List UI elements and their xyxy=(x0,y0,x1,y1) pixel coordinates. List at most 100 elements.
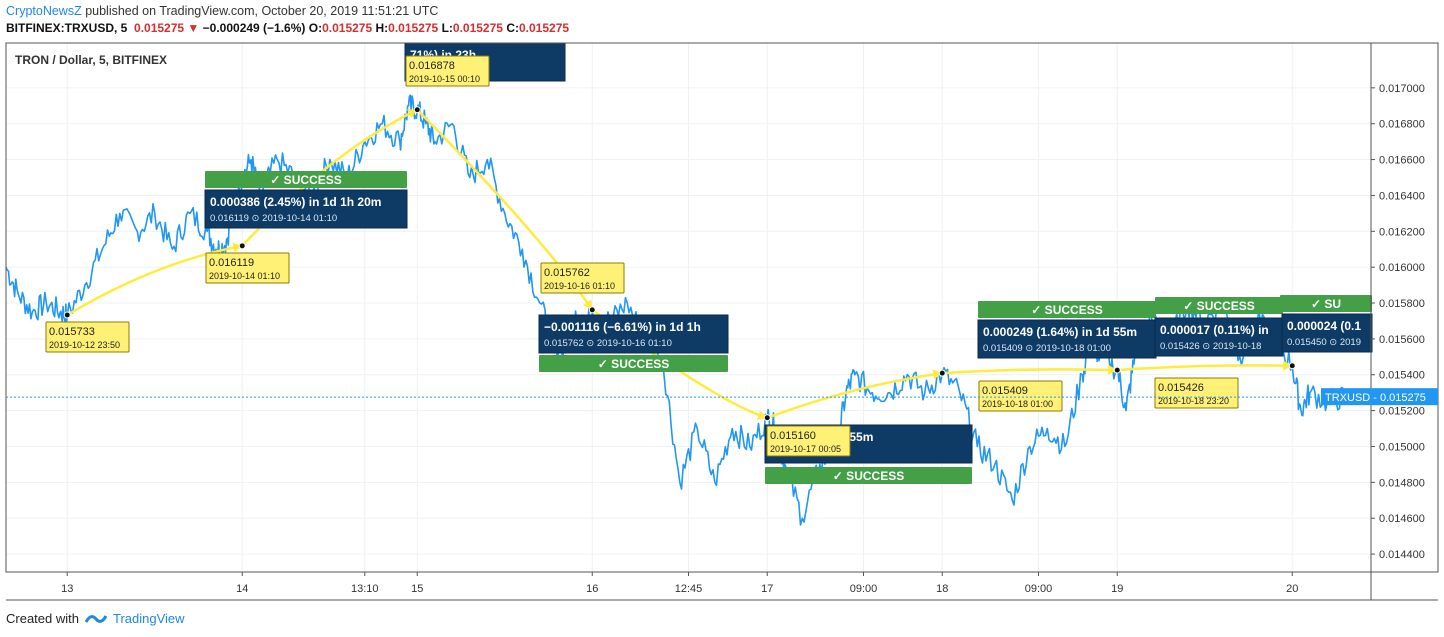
success-badge xyxy=(1280,295,1372,312)
forecast-arrows xyxy=(66,108,1293,421)
x-tick-label: 19 xyxy=(1111,583,1123,595)
x-tick-label: 20 xyxy=(1286,583,1298,595)
x-tick-label: 13:10 xyxy=(351,583,379,595)
x-tick-label: 12:45 xyxy=(675,583,703,595)
forecast-detail: 0.016119 ⊙ 2019-10-14 01:10 xyxy=(210,213,337,224)
price-label-value: 0.016119 xyxy=(209,257,254,269)
success-badge xyxy=(1155,297,1283,314)
y-tick-label: 0.015200 xyxy=(1379,406,1425,418)
success-badge xyxy=(539,355,728,372)
success-badge xyxy=(205,171,407,188)
tradingview-logo-icon xyxy=(84,614,107,623)
price-label-time: 2019-10-17 00:05 xyxy=(770,444,841,454)
success-badge-label: ✓ SUCCESS xyxy=(833,469,904,483)
price-label-value: 0.015160 xyxy=(770,430,816,442)
forecast-detail: 0.015409 ⊙ 2019-10-18 01:00 xyxy=(983,343,1111,354)
price-label-value: 0.015426 xyxy=(1158,382,1204,394)
y-tick-label: 0.017000 xyxy=(1379,83,1425,95)
forecast-point xyxy=(1113,366,1121,374)
x-tick-label: 14 xyxy=(236,583,248,595)
forecast-change: 0.000024 (0.1 xyxy=(1287,319,1361,333)
close-value: 0.015275 xyxy=(518,21,570,35)
price-label-time: 2019-10-14 01:10 xyxy=(209,271,280,281)
arrow-head xyxy=(1283,360,1293,371)
y-tick-label: 0.016600 xyxy=(1379,155,1425,167)
x-tick-label: 13 xyxy=(61,583,73,595)
last-price: 0.015275 xyxy=(134,21,185,35)
price-label-box xyxy=(540,262,625,294)
price-label-box xyxy=(405,55,490,87)
x-tick-label: 16 xyxy=(586,583,598,595)
y-tick-label: 0.016400 xyxy=(1379,190,1425,202)
y-tick-label: 0.014800 xyxy=(1379,477,1425,489)
forecast-point xyxy=(763,414,771,422)
y-tick-label: 0.016800 xyxy=(1379,119,1425,131)
forecast-point xyxy=(938,369,946,377)
y-tick-label: 0.015400 xyxy=(1379,370,1425,382)
price-label-value: 0.015762 xyxy=(544,267,590,279)
high-label: H: xyxy=(375,21,389,35)
symbol-label: BITFINEX:TRXUSD, 5 xyxy=(6,21,128,35)
forecast-point xyxy=(63,311,71,319)
forecast-box xyxy=(1154,317,1284,357)
price-label-time: 2019-10-16 01:10 xyxy=(544,281,615,291)
success-badge xyxy=(978,301,1156,318)
price-label-time: 2019-10-15 00:10 xyxy=(409,74,480,84)
y-tick-label: 0.015000 xyxy=(1379,441,1425,453)
forecast-arrow xyxy=(942,368,1118,375)
high-value: 0.015275 xyxy=(388,21,439,35)
price-label-box xyxy=(45,321,130,353)
y-tick-label: 0.015600 xyxy=(1379,334,1425,346)
forecast-point xyxy=(1288,362,1296,370)
price-label-box xyxy=(978,380,1063,412)
ohlc-header: BITFINEX:TRXUSD, 5 0.015275 ▼ −0.000249 … xyxy=(6,21,569,35)
price-label-value: 0.016878 xyxy=(409,60,455,72)
price-label-time: 2019-10-12 23:50 xyxy=(49,340,120,350)
y-tick-label: 0.014400 xyxy=(1379,549,1425,561)
down-arrow-icon: ▼ xyxy=(187,21,200,35)
forecast-box xyxy=(977,319,1157,359)
success-badge-label: ✓ SU xyxy=(1311,297,1341,311)
forecast-detail: 0.015426 ⊙ 2019-10-18 xyxy=(1160,341,1261,352)
forecast-change: −0.001116 (−6.61%) in 1d 1h xyxy=(544,320,701,334)
close-label: C: xyxy=(506,21,519,35)
forecast-arrow xyxy=(766,371,943,419)
price-label-value: 0.015409 xyxy=(982,385,1028,397)
forecast-box xyxy=(1281,313,1373,353)
price-label-box xyxy=(205,252,290,284)
publish-header: CryptoNewsZ published on TradingView.com… xyxy=(6,4,438,18)
forecast-box xyxy=(204,189,408,229)
y-tick-label: 0.016000 xyxy=(1379,262,1425,274)
annotations: 0.015733 2019-10-12 23:50 0.016119 2019-10-… xyxy=(45,42,1373,484)
price-label-box xyxy=(1154,377,1239,409)
price-label-time: 2019-10-18 23:20 xyxy=(1158,396,1229,406)
forecast-box xyxy=(538,314,729,354)
forecast-arrow xyxy=(66,244,243,317)
forecast-detail: 0.015762 ⊙ 2019-10-16 01:10 xyxy=(544,338,672,349)
tradingview-brand[interactable]: TradingView xyxy=(112,611,185,626)
success-badge-label: ✓ SUCCESS xyxy=(598,357,669,371)
success-badge-label: ✓ SUCCESS xyxy=(1031,303,1102,317)
success-badge xyxy=(765,467,972,484)
plot-frame xyxy=(5,42,1439,573)
price-change: −0.000249 (−1.6%) xyxy=(202,21,306,35)
forecast-change: 0.000249 (1.64%) in 1d 55m xyxy=(983,325,1137,339)
arrow-head xyxy=(1108,364,1118,375)
x-tick-label: 17 xyxy=(761,583,773,595)
open-value: 0.015275 xyxy=(322,21,373,35)
author-link[interactable]: CryptoNewsZ xyxy=(6,4,82,18)
forecast-change: 0.000386 (2.45%) in 1d 1h 20m xyxy=(210,195,381,209)
open-label: O: xyxy=(308,21,323,35)
y-tick-label: 0.016200 xyxy=(1379,226,1425,238)
forecast-point xyxy=(238,242,246,250)
last-price-tag xyxy=(1321,388,1438,406)
axes: 0.017000 0.016800 0.016600 0.016400 0.016200… xyxy=(5,42,1439,601)
grid xyxy=(6,43,1371,572)
chart-title: TRON / Dollar, 5, BITFINEX xyxy=(15,53,167,67)
low-label: L: xyxy=(441,21,453,35)
low-value: 0.015275 xyxy=(452,21,503,35)
price-label-value: 0.015733 xyxy=(49,326,95,338)
success-badge-label: ✓ SUCCESS xyxy=(1183,299,1254,313)
x-tick-label: 18 xyxy=(936,583,948,595)
